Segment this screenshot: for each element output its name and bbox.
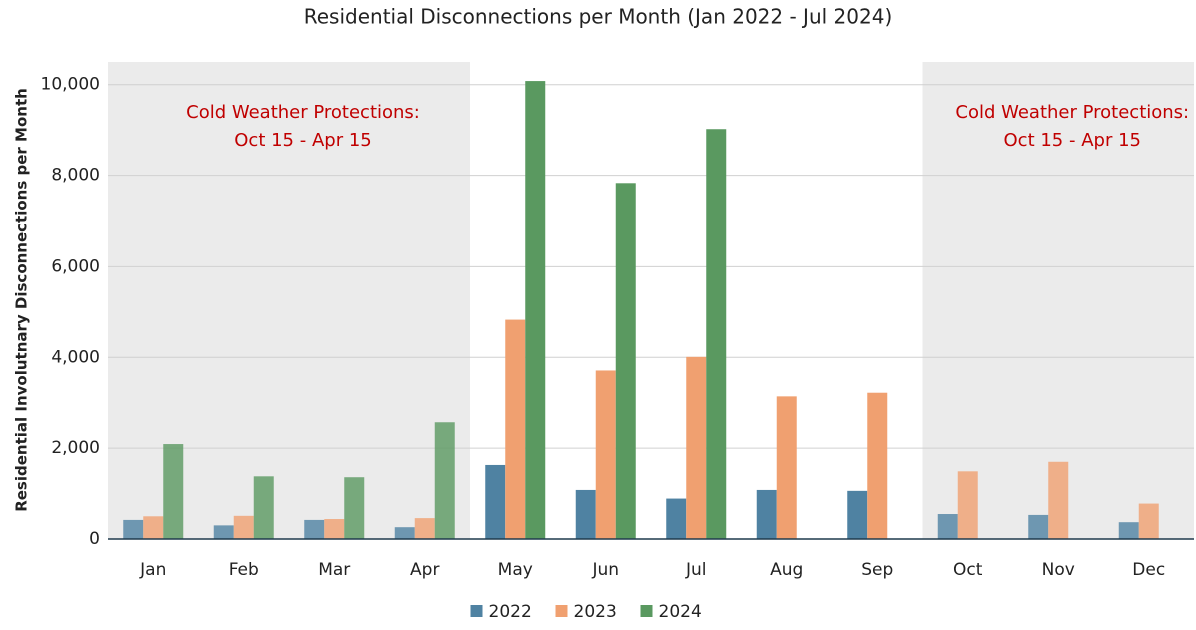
bar — [575, 489, 596, 539]
bar — [776, 396, 797, 539]
bar — [615, 183, 636, 539]
bar — [525, 81, 546, 539]
bar — [505, 319, 526, 539]
x-tick-label: Apr — [410, 560, 439, 580]
x-tick-label: May — [498, 560, 533, 580]
legend-swatch — [555, 605, 568, 617]
bar — [1138, 503, 1159, 539]
bar — [394, 527, 415, 539]
bar — [937, 514, 958, 539]
x-tick-label: Jan — [139, 560, 166, 580]
y-axis-label: Residential Involutnary Disconnections p… — [13, 88, 31, 512]
y-tick-label: 6,000 — [51, 256, 100, 276]
bar — [324, 519, 345, 539]
bar — [756, 489, 777, 539]
bar — [666, 498, 687, 539]
annotation: Oct 15 - Apr 15 — [1004, 130, 1141, 151]
bar — [1028, 514, 1049, 539]
legend-label: 2024 — [659, 602, 702, 622]
legend-label: 2023 — [574, 602, 617, 622]
legend-swatch — [640, 605, 653, 617]
y-tick-label: 10,000 — [41, 75, 100, 95]
annotation: Cold Weather Protections: — [955, 102, 1189, 123]
shaded-region — [922, 62, 1194, 539]
bar — [686, 356, 707, 539]
y-tick-label: 0 — [89, 529, 100, 549]
bar — [123, 519, 144, 539]
bar — [163, 444, 184, 539]
y-tick-label: 2,000 — [51, 438, 100, 458]
bar — [706, 129, 727, 539]
annotation: Oct 15 - Apr 15 — [234, 130, 371, 151]
x-tick-label: Feb — [229, 560, 259, 580]
x-tick-label: Nov — [1042, 560, 1075, 580]
bar — [1048, 461, 1069, 539]
bar — [143, 516, 164, 539]
bar — [434, 422, 455, 539]
chart-title: Residential Disconnections per Month (Ja… — [304, 5, 893, 29]
y-tick-label: 4,000 — [51, 347, 100, 367]
legend-label: 2022 — [489, 602, 532, 622]
x-tick-label: Mar — [318, 560, 350, 580]
y-tick-label: 8,000 — [51, 166, 100, 186]
annotation: Cold Weather Protections: — [186, 102, 420, 123]
bar — [1118, 522, 1139, 539]
bar — [847, 490, 868, 539]
bar — [213, 525, 234, 539]
bar — [344, 477, 365, 539]
bar — [867, 392, 888, 539]
x-tick-label: Jul — [685, 560, 707, 580]
bar — [957, 471, 978, 539]
bar — [414, 518, 435, 539]
legend-swatch — [470, 605, 483, 617]
x-tick-label: Sep — [861, 560, 893, 580]
bar — [253, 476, 274, 539]
x-tick-label: Jun — [591, 560, 619, 580]
x-tick-label: Dec — [1132, 560, 1165, 580]
bar — [595, 370, 616, 539]
bar — [233, 515, 254, 539]
bar — [485, 464, 506, 539]
x-tick-label: Oct — [953, 560, 983, 580]
bar — [304, 519, 325, 539]
x-tick-label: Aug — [770, 560, 803, 580]
